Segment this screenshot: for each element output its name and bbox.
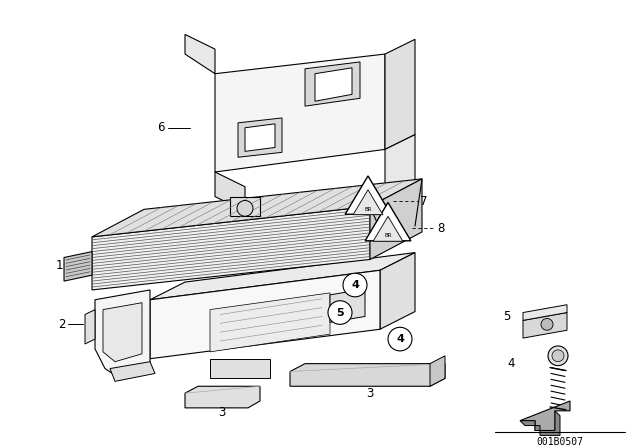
Polygon shape	[523, 313, 567, 338]
Polygon shape	[373, 216, 403, 241]
Polygon shape	[345, 176, 391, 214]
Polygon shape	[92, 207, 370, 290]
Polygon shape	[95, 290, 150, 379]
Text: BR: BR	[384, 233, 392, 238]
Circle shape	[328, 301, 352, 324]
Polygon shape	[520, 411, 560, 435]
Polygon shape	[430, 356, 445, 386]
Polygon shape	[385, 39, 415, 149]
Polygon shape	[185, 34, 215, 74]
Text: 001B0507: 001B0507	[536, 437, 584, 448]
Polygon shape	[290, 364, 445, 386]
Text: 8: 8	[437, 221, 444, 234]
Polygon shape	[210, 359, 270, 379]
Polygon shape	[150, 253, 415, 300]
Text: 4: 4	[351, 280, 359, 290]
Polygon shape	[523, 305, 567, 320]
Text: 3: 3	[366, 387, 374, 400]
Text: 5: 5	[502, 310, 510, 323]
Polygon shape	[330, 289, 365, 323]
Text: 4: 4	[396, 334, 404, 344]
Polygon shape	[215, 172, 245, 211]
Circle shape	[388, 327, 412, 351]
Circle shape	[343, 273, 367, 297]
Polygon shape	[64, 252, 92, 281]
Polygon shape	[85, 310, 95, 344]
Polygon shape	[210, 293, 330, 352]
Polygon shape	[103, 303, 142, 362]
Circle shape	[552, 350, 564, 362]
Polygon shape	[520, 401, 570, 431]
Polygon shape	[353, 190, 383, 215]
Polygon shape	[370, 179, 422, 259]
Text: BR: BR	[364, 207, 372, 212]
Polygon shape	[245, 124, 275, 151]
Text: 1: 1	[56, 259, 63, 272]
Polygon shape	[380, 253, 415, 329]
Polygon shape	[150, 270, 380, 359]
Text: 5: 5	[336, 307, 344, 318]
Circle shape	[237, 201, 253, 216]
Polygon shape	[185, 386, 260, 408]
Text: 4: 4	[508, 357, 515, 370]
Polygon shape	[385, 135, 415, 241]
Text: 7: 7	[420, 195, 428, 208]
Polygon shape	[92, 179, 422, 237]
Polygon shape	[230, 197, 260, 216]
Polygon shape	[110, 362, 155, 381]
Text: 2: 2	[58, 318, 66, 331]
Circle shape	[548, 346, 568, 366]
Polygon shape	[305, 62, 360, 106]
Polygon shape	[365, 202, 411, 241]
Text: 6: 6	[157, 121, 165, 134]
Text: 3: 3	[218, 406, 226, 419]
Polygon shape	[215, 54, 385, 172]
Polygon shape	[315, 68, 352, 101]
Polygon shape	[238, 118, 282, 157]
Circle shape	[541, 319, 553, 330]
